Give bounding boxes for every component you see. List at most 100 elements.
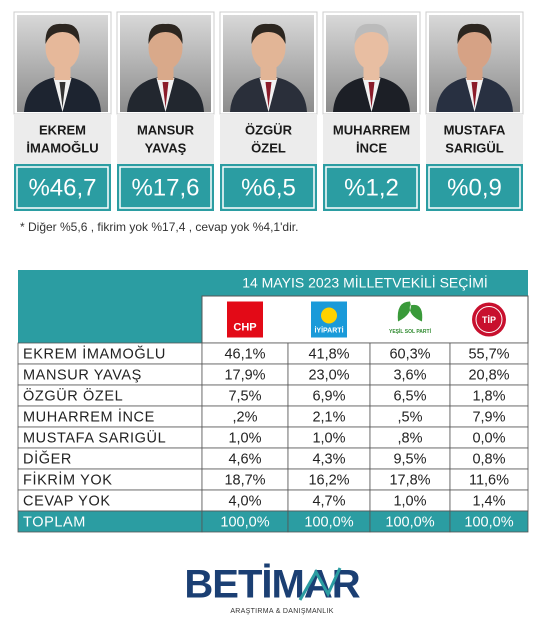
percent-box — [14, 164, 111, 211]
candidate-name: ÖZEL — [251, 140, 286, 155]
candidate-name: SARIGÜL — [445, 140, 504, 155]
candidate-card: MUHARREM İNCE %1,2 — [322, 11, 421, 211]
name-box — [220, 114, 317, 164]
cell-value: ,2% — [233, 409, 258, 425]
cell-value: 41,8% — [308, 346, 349, 362]
cell-value: 17,8% — [389, 472, 430, 488]
hair — [354, 23, 389, 44]
party-logo — [472, 302, 506, 337]
cell-value: 100,0% — [220, 514, 269, 530]
candidate-name: MUHARREM — [333, 122, 410, 137]
candidate-name: MANSUR — [137, 122, 195, 137]
row-label: ÖZGÜR ÖZEL — [23, 386, 123, 404]
cell-value: 2,1% — [312, 409, 345, 425]
hair — [148, 23, 183, 44]
face — [354, 26, 389, 70]
tie — [368, 82, 375, 108]
table-cell — [449, 510, 529, 533]
cell-value: 6,9% — [312, 388, 345, 404]
candidate-name: YAVAŞ — [145, 140, 187, 155]
candidate-card: EKREM İMAMOĞLU %46,7 — [13, 11, 112, 211]
candidate-percent: %6,5 — [241, 174, 296, 201]
name-box — [323, 114, 420, 164]
name-box — [14, 114, 111, 164]
candidate-name: İMAMOĞLU — [26, 140, 98, 155]
cell-value: 18,7% — [224, 472, 265, 488]
cell-value: 4,3% — [312, 451, 345, 467]
brand-swoosh — [298, 567, 342, 601]
party-logo — [397, 301, 423, 322]
candidate-card: ÖZGÜR ÖZEL %6,5 — [219, 11, 318, 211]
party-logo — [227, 301, 263, 338]
percent-inner — [325, 166, 418, 209]
tie — [59, 82, 66, 108]
percent-inner — [428, 166, 521, 209]
party-name: TİP — [482, 315, 496, 325]
percent-inner — [16, 166, 109, 209]
percent-box — [323, 164, 420, 211]
candidate-name: ÖZGÜR — [245, 122, 293, 137]
face — [251, 26, 286, 70]
candidate-percent: %17,6 — [131, 174, 199, 201]
percent-inner — [222, 166, 315, 209]
cell-value: 0,0% — [472, 430, 505, 446]
cell-value: 60,3% — [389, 346, 430, 362]
cell-value: 11,6% — [469, 472, 509, 488]
table-header — [202, 270, 528, 296]
cell-value: 3,6% — [393, 367, 426, 383]
cell-value: 1,0% — [312, 430, 345, 446]
cell-value: 6,5% — [393, 388, 426, 404]
cell-value: 7,9% — [472, 409, 505, 425]
row-label: DİĞER — [23, 449, 72, 467]
party-name: YEŞİL SOL PARTİ — [389, 328, 432, 335]
candidate-card: MUSTAFA SARIGÜL %0,9 — [425, 11, 524, 211]
cell-value: 23,0% — [308, 367, 349, 383]
cell-value: 1,0% — [393, 493, 426, 509]
cell-value: 17,9% — [224, 367, 265, 383]
cell-value: ,5% — [398, 409, 423, 425]
face — [148, 26, 183, 70]
table-corner — [18, 270, 202, 343]
candidate-percent: %46,7 — [28, 174, 96, 201]
percent-box — [117, 164, 214, 211]
table-title: 14 MAYIS 2023 MİLLETVEKİLİ SEÇİMİ — [242, 274, 488, 291]
cell-value: 4,7% — [312, 493, 345, 509]
percent-box — [220, 164, 317, 211]
row-label: FİKRİM YOK — [23, 470, 113, 488]
party-sun — [321, 307, 337, 324]
party-name: İYİPARTİ — [314, 326, 343, 334]
candidate-card: MANSUR YAVAŞ %17,6 — [116, 11, 215, 211]
cell-value: ,8% — [398, 430, 423, 446]
cell-value: 55,7% — [468, 346, 509, 362]
candidate-name: MUSTAFA — [444, 122, 506, 137]
hair — [251, 23, 286, 44]
party-ring — [475, 306, 503, 333]
tie — [471, 82, 478, 108]
brand-tagline: ARAŞTIRMA & DANIŞMANLIK — [230, 608, 333, 615]
brand-name: BETİMAR — [184, 563, 360, 607]
percent-inner — [119, 166, 212, 209]
row-label: CEVAP YOK — [23, 493, 111, 509]
candidate-name: İNCE — [356, 140, 387, 155]
cell-value: 1,4% — [472, 493, 505, 509]
row-label: MUHARREM İNCE — [23, 407, 155, 425]
cell-value: 100,0% — [304, 514, 353, 530]
results-table: 14 MAYIS 2023 MİLLETVEKİLİ SEÇİMİ CHP İYİP… — [17, 270, 529, 533]
cell-value: 7,5% — [228, 388, 261, 404]
cell-value: 100,0% — [385, 514, 434, 530]
name-box — [117, 114, 214, 164]
hair — [45, 23, 80, 44]
cell-value: 1,8% — [472, 388, 505, 404]
row-label: MUSTAFA SARIGÜL — [23, 428, 166, 446]
face — [45, 26, 80, 70]
name-box — [426, 114, 523, 164]
candidate-percent: %1,2 — [344, 174, 399, 201]
party-name: CHP — [233, 321, 256, 333]
candidate-name: EKREM — [39, 122, 86, 137]
percent-box — [426, 164, 523, 211]
cell-value: 16,2% — [308, 472, 349, 488]
cell-value: 0,8% — [472, 451, 505, 467]
footnote: * Diğer %5,6 , fikrim yok %17,4 , cevap … — [20, 220, 298, 234]
